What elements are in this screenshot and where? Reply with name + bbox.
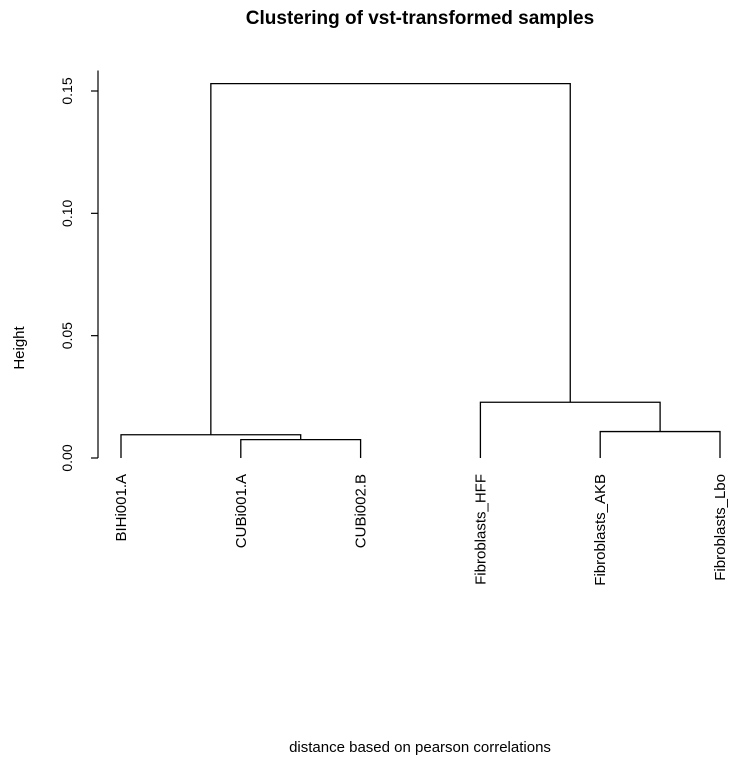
dendrogram-branch xyxy=(120,434,302,458)
leaf-label: Fibroblasts_AKB xyxy=(592,474,609,586)
dendrogram-branch xyxy=(210,83,571,435)
y-tick-label: 0.10 xyxy=(59,199,75,226)
y-tick-label: 0.15 xyxy=(59,77,75,104)
leaf-label: Fibroblasts_Lbo xyxy=(712,474,729,581)
leaf-label: CUBi002.B xyxy=(353,474,370,548)
chart-title: Clustering of vst-transformed samples xyxy=(246,8,594,29)
y-tick-label: 0.05 xyxy=(59,322,75,349)
leaf-label: CUBi001.A xyxy=(233,474,250,548)
dendrogram-branches xyxy=(120,83,721,458)
y-axis-label: Height xyxy=(11,325,28,369)
y-axis-ticks: 0.00 0.05 0.10 0.15 xyxy=(59,77,98,472)
y-tick-label: 0.00 xyxy=(59,444,75,471)
leaf-label: BIHi001.A xyxy=(113,474,130,542)
leaf-labels: BIHi001.A CUBi001.A CUBi002.B Fibroblasts_H… xyxy=(113,474,729,586)
dendrogram-branch xyxy=(240,439,362,458)
dendrogram-branch xyxy=(479,401,661,458)
dendrogram-branch xyxy=(599,430,721,458)
leaf-label: Fibroblasts_HFF xyxy=(472,474,489,585)
x-axis-label: distance based on pearson correlations xyxy=(289,739,551,756)
